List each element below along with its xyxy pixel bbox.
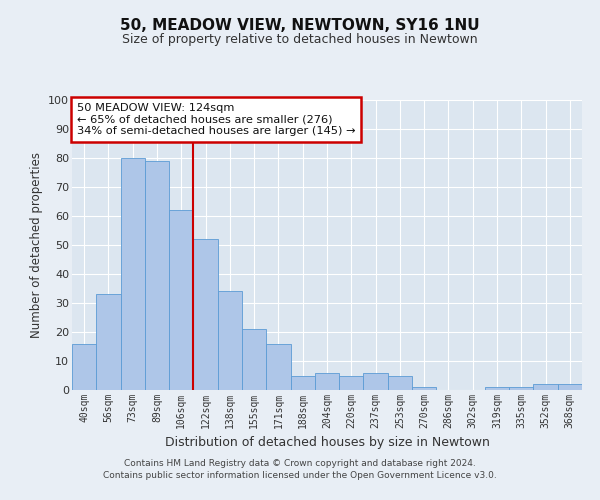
Bar — [315, 372, 339, 390]
Bar — [509, 387, 533, 390]
Bar — [218, 292, 242, 390]
Bar — [412, 387, 436, 390]
Bar — [121, 158, 145, 390]
Text: Contains public sector information licensed under the Open Government Licence v3: Contains public sector information licen… — [103, 471, 497, 480]
X-axis label: Distribution of detached houses by size in Newtown: Distribution of detached houses by size … — [164, 436, 490, 450]
Bar — [242, 329, 266, 390]
Bar — [96, 294, 121, 390]
Text: 50 MEADOW VIEW: 124sqm
← 65% of detached houses are smaller (276)
34% of semi-de: 50 MEADOW VIEW: 124sqm ← 65% of detached… — [77, 103, 356, 136]
Bar — [266, 344, 290, 390]
Text: 50, MEADOW VIEW, NEWTOWN, SY16 1NU: 50, MEADOW VIEW, NEWTOWN, SY16 1NU — [120, 18, 480, 32]
Bar — [290, 376, 315, 390]
Bar — [364, 372, 388, 390]
Bar — [558, 384, 582, 390]
Bar — [388, 376, 412, 390]
Y-axis label: Number of detached properties: Number of detached properties — [29, 152, 43, 338]
Bar — [193, 239, 218, 390]
Bar — [169, 210, 193, 390]
Bar — [145, 161, 169, 390]
Text: Size of property relative to detached houses in Newtown: Size of property relative to detached ho… — [122, 32, 478, 46]
Bar — [339, 376, 364, 390]
Bar — [72, 344, 96, 390]
Bar — [485, 387, 509, 390]
Text: Contains HM Land Registry data © Crown copyright and database right 2024.: Contains HM Land Registry data © Crown c… — [124, 458, 476, 468]
Bar — [533, 384, 558, 390]
